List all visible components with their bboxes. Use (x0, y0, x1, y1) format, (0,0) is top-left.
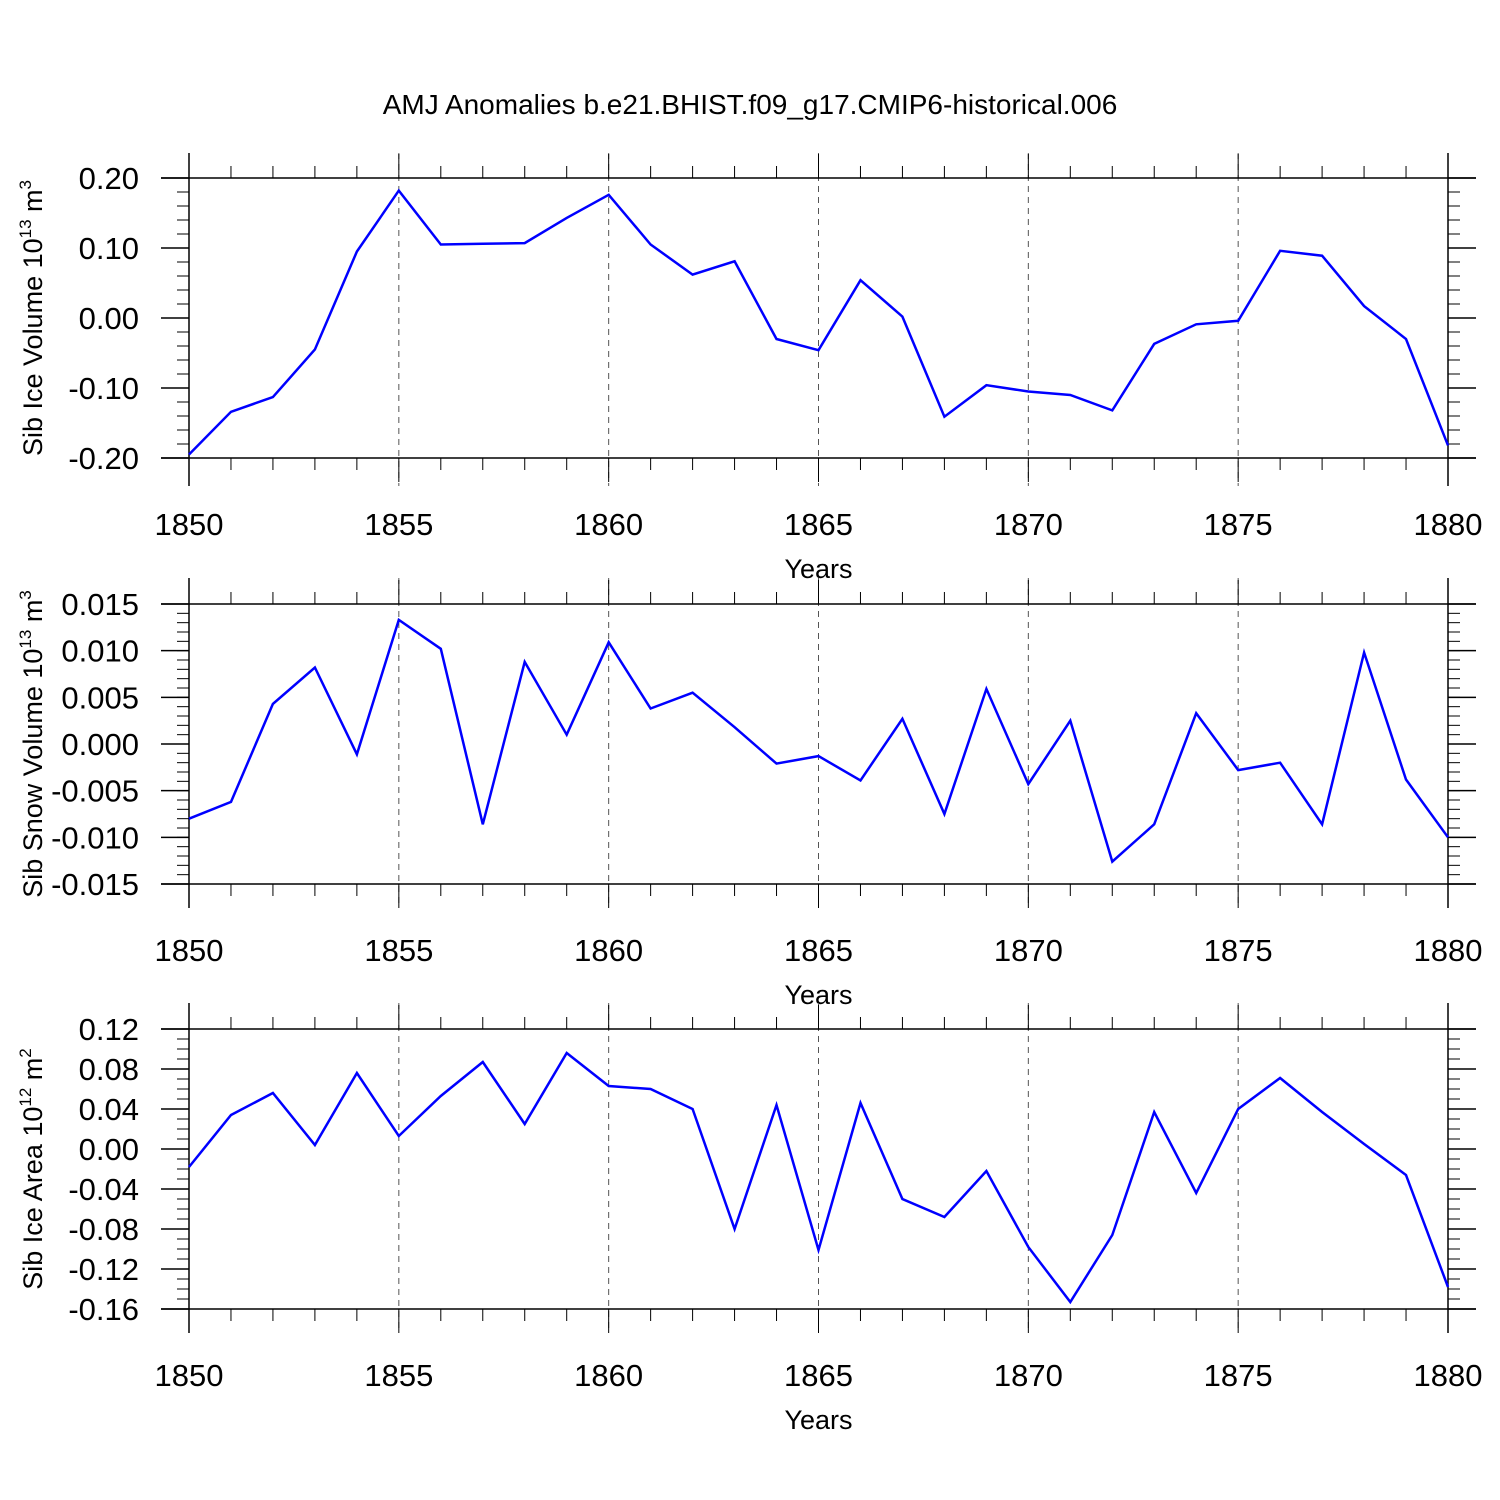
y-tick-label: -0.010 (51, 820, 139, 855)
figure-title: AMJ Anomalies b.e21.BHIST.f09_g17.CMIP6-… (383, 89, 1118, 120)
y-tick-label: 0.00 (79, 301, 139, 336)
x-tick-label: 1860 (574, 1358, 643, 1393)
y-axis-label: Sib Snow Volume 1013 m3 (16, 590, 48, 898)
x-tick-label: 1860 (574, 507, 643, 542)
x-tick-label: 1865 (784, 507, 853, 542)
x-tick-label: 1880 (1414, 1358, 1483, 1393)
x-tick-label: 1855 (364, 933, 433, 968)
y-tick-label: -0.005 (51, 774, 139, 809)
panel-3: -0.16 -0.12 -0.08 -0.04 0.00 0.04 0.08 0.12 1850… (16, 1003, 1482, 1435)
y-tick-label: 0.12 (79, 1012, 139, 1047)
x-tick-label: 1865 (784, 933, 853, 968)
x-tick-label: 1850 (155, 1358, 224, 1393)
x-tick-label: 1855 (364, 507, 433, 542)
y-tick-label: 0.005 (61, 680, 139, 715)
y-axis-label: Sib Ice Area 1012 m2 (16, 1048, 48, 1290)
x-tick-label: 1870 (994, 507, 1063, 542)
x-tick-label: 1875 (1204, 933, 1273, 968)
x-tick-label: 1855 (364, 1358, 433, 1393)
y-tick-label: 0.00 (79, 1132, 139, 1167)
y-tick-label: -0.015 (51, 867, 139, 902)
y-tick-label: -0.16 (68, 1292, 139, 1327)
x-tick-label: 1860 (574, 933, 643, 968)
x-tick-label: 1875 (1204, 507, 1273, 542)
y-tick-label: 0.08 (79, 1052, 139, 1087)
x-axis-label: Years (784, 1405, 852, 1435)
y-tick-label: -0.12 (68, 1252, 139, 1287)
y-tick-label: 0.20 (79, 161, 139, 196)
x-tick-label: 1850 (155, 933, 224, 968)
panel-2: -0.015 -0.010 -0.005 0.000 0.005 0.010 0.015 18… (16, 578, 1482, 1010)
y-tick-label: -0.04 (68, 1172, 139, 1207)
y-tick-label: 0.04 (79, 1092, 139, 1127)
y-tick-label: 0.10 (79, 231, 139, 266)
y-tick-label: 0.015 (61, 587, 139, 622)
series-line (188, 1051, 1450, 1305)
x-tick-label: 1880 (1414, 933, 1483, 968)
y-axis-label: Sib Ice Volume 1013 m3 (16, 180, 48, 456)
y-tick-label: -0.08 (68, 1212, 139, 1247)
x-tick-label: 1865 (784, 1358, 853, 1393)
panel-1: -0.20 -0.10 0.00 0.10 0.20 1850 1855 1860 1865 18… (16, 153, 1482, 584)
x-tick-label: 1850 (155, 507, 224, 542)
y-tick-label: -0.10 (68, 371, 139, 406)
x-tick-label: 1875 (1204, 1358, 1273, 1393)
y-tick-label: -0.20 (68, 441, 139, 476)
x-tick-label: 1870 (994, 933, 1063, 968)
x-tick-label: 1880 (1414, 507, 1483, 542)
y-tick-label: 0.010 (61, 634, 139, 669)
y-tick-label: 0.000 (61, 727, 139, 762)
x-tick-label: 1870 (994, 1358, 1063, 1393)
